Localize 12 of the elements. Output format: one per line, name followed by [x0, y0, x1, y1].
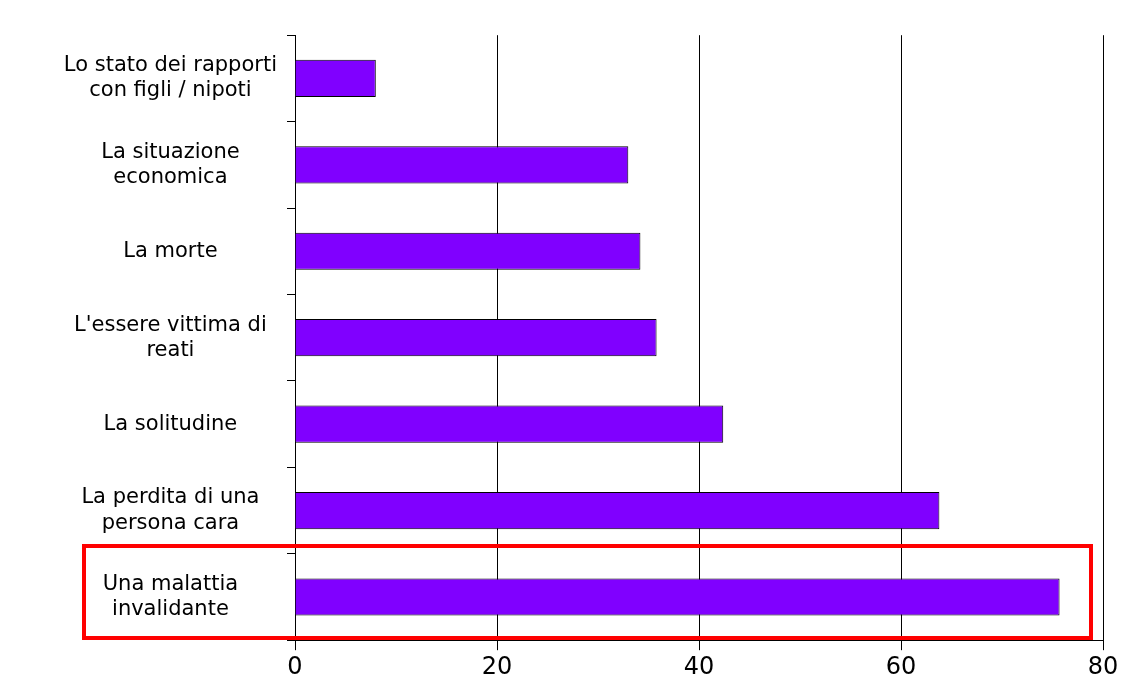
- x-tick-label: 0: [287, 651, 303, 680]
- x-tick-label: 80: [1087, 651, 1119, 680]
- y-tick-label: La solitudine: [103, 410, 238, 435]
- y-tick-label: La situazione economica: [101, 138, 240, 188]
- y-tick-label: Una malattia invalidante: [102, 570, 239, 621]
- x-tick-label: 60: [885, 651, 917, 680]
- x-tick-label: 40: [683, 651, 715, 680]
- x-tick-label: 20: [481, 651, 513, 680]
- y-tick-label: La morte: [123, 237, 218, 262]
- y-tick-label: Lo stato dei rapporti con figli / nipoti: [63, 52, 278, 102]
- y-tick-label: L'essere vittima di reati: [74, 311, 267, 361]
- y-tick-label: La perdita di una persona cara: [81, 484, 260, 534]
